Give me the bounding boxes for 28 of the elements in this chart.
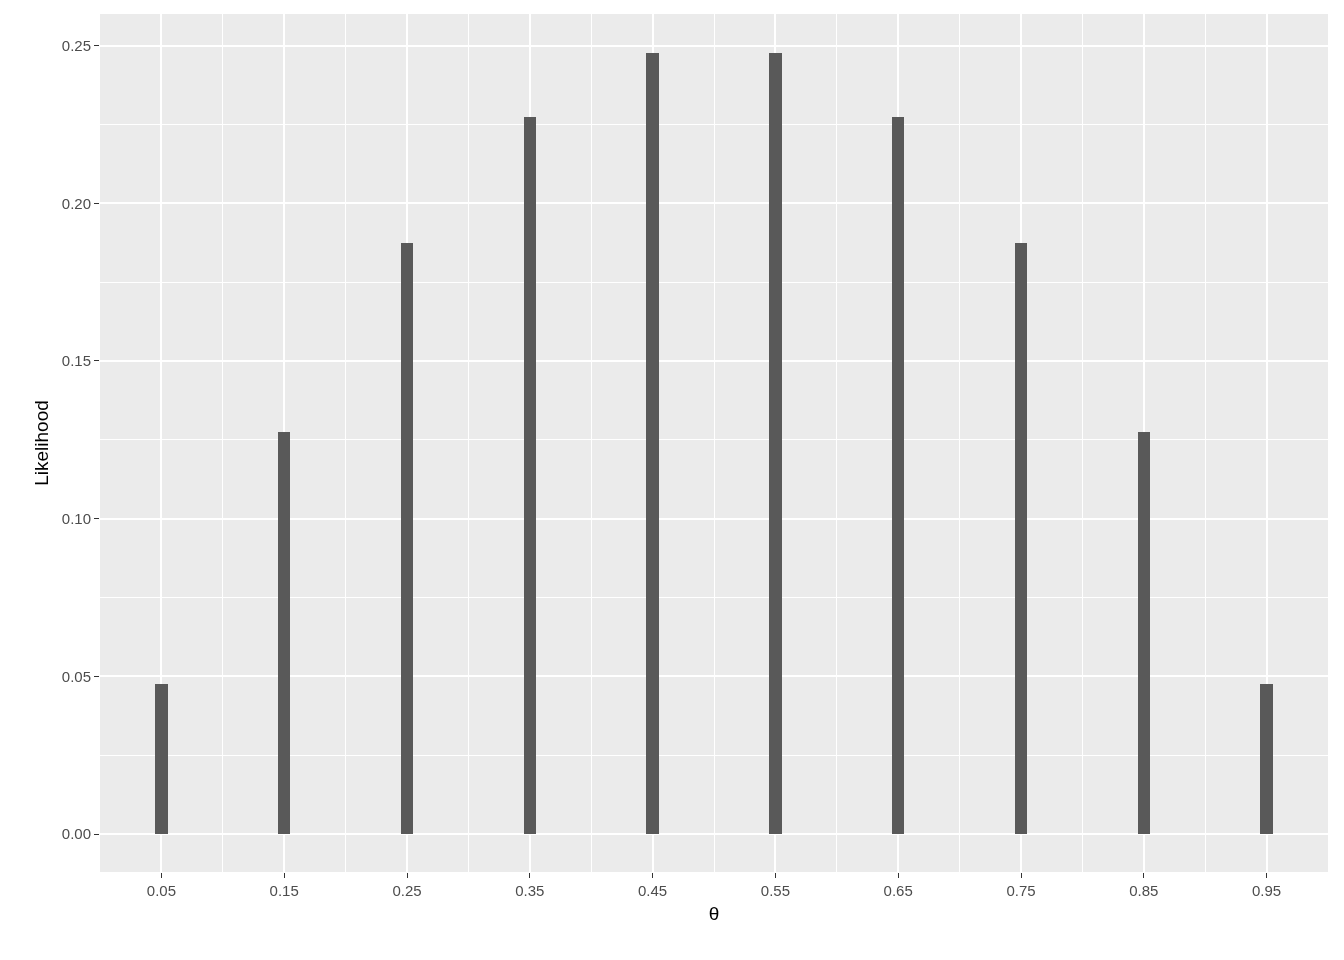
y-tick-label: 0.10 (61, 509, 91, 527)
bar (892, 117, 904, 834)
bar (769, 53, 782, 834)
y-tick-label: 0.15 (61, 352, 91, 370)
bar (278, 432, 290, 834)
x-tick-label: 0.75 (1006, 882, 1036, 899)
y-tick-label: 0.25 (61, 36, 91, 54)
bar (401, 243, 413, 834)
x-tick-label: 0.45 (638, 882, 668, 899)
x-axis-title: θ (708, 902, 720, 924)
x-tick-label: 0.55 (760, 882, 790, 899)
y-tick-label: 0.20 (61, 194, 91, 212)
y-axis-title: Likelihood (30, 400, 52, 486)
x-tick-label: 0.15 (269, 882, 299, 899)
y-tick-label: 0.00 (61, 825, 91, 843)
x-tick-label: 0.85 (1129, 882, 1159, 899)
x-tick-label: 0.95 (1252, 882, 1282, 899)
bar (155, 684, 168, 834)
x-tick-label: 0.25 (392, 882, 422, 899)
x-tick-label: 0.05 (146, 882, 176, 899)
bar (1138, 432, 1150, 834)
bar (646, 53, 659, 834)
y-tick-label: 0.05 (61, 667, 91, 685)
bar (1015, 243, 1027, 834)
x-tick-label: 0.65 (883, 882, 913, 899)
bar (524, 117, 536, 834)
x-tick-label: 0.35 (515, 882, 545, 899)
bar (1260, 684, 1273, 834)
